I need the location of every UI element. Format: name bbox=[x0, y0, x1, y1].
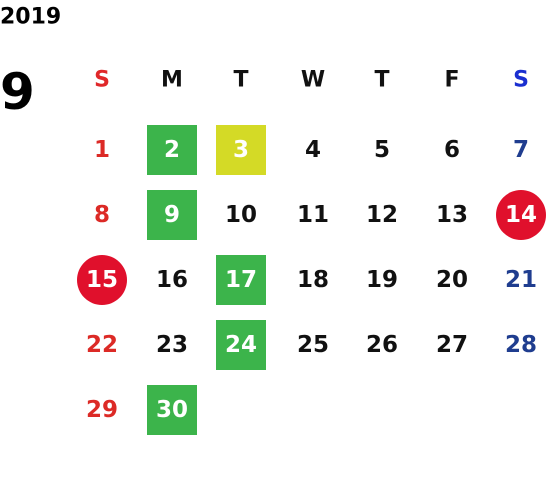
day: 4 bbox=[305, 137, 321, 163]
day: 20 bbox=[436, 267, 468, 293]
day-highlight bbox=[216, 125, 266, 175]
day-highlight bbox=[147, 190, 197, 240]
weekday: S bbox=[94, 68, 110, 93]
day: 28 bbox=[505, 332, 537, 358]
day-highlight bbox=[77, 255, 127, 305]
day: 16 bbox=[156, 267, 188, 293]
day: 22 bbox=[86, 332, 118, 358]
day: 10 bbox=[225, 202, 257, 228]
day: 1 bbox=[94, 137, 110, 163]
day: 8 bbox=[94, 202, 110, 228]
weekday: T bbox=[374, 68, 389, 93]
day: 30 bbox=[156, 397, 188, 423]
weekday: T bbox=[233, 68, 248, 93]
day: 6 bbox=[444, 137, 460, 163]
day-highlight bbox=[147, 125, 197, 175]
day: 19 bbox=[366, 267, 398, 293]
day: 14 bbox=[505, 202, 537, 228]
day: 23 bbox=[156, 332, 188, 358]
weekday: M bbox=[161, 68, 183, 93]
day: 17 bbox=[225, 267, 257, 293]
day: 13 bbox=[436, 202, 468, 228]
day-highlight bbox=[147, 385, 197, 435]
day: 26 bbox=[366, 332, 398, 358]
day: 2 bbox=[164, 137, 180, 163]
day: 5 bbox=[374, 137, 390, 163]
month: 9 bbox=[0, 63, 35, 121]
day: 29 bbox=[86, 397, 118, 423]
day-highlight bbox=[216, 320, 266, 370]
day: 21 bbox=[505, 267, 537, 293]
weekday: S bbox=[513, 68, 529, 93]
weekday: F bbox=[444, 68, 459, 93]
day: 27 bbox=[436, 332, 468, 358]
day: 7 bbox=[513, 137, 529, 163]
day-highlight bbox=[496, 190, 546, 240]
day: 15 bbox=[86, 267, 118, 293]
day: 9 bbox=[164, 202, 180, 228]
day: 18 bbox=[297, 267, 329, 293]
day: 11 bbox=[297, 202, 329, 228]
day: 25 bbox=[297, 332, 329, 358]
weekday: W bbox=[301, 68, 325, 93]
day: 3 bbox=[233, 137, 249, 163]
day: 12 bbox=[366, 202, 398, 228]
year: 2019 bbox=[0, 5, 61, 30]
day: 24 bbox=[225, 332, 257, 358]
day-highlight bbox=[216, 255, 266, 305]
